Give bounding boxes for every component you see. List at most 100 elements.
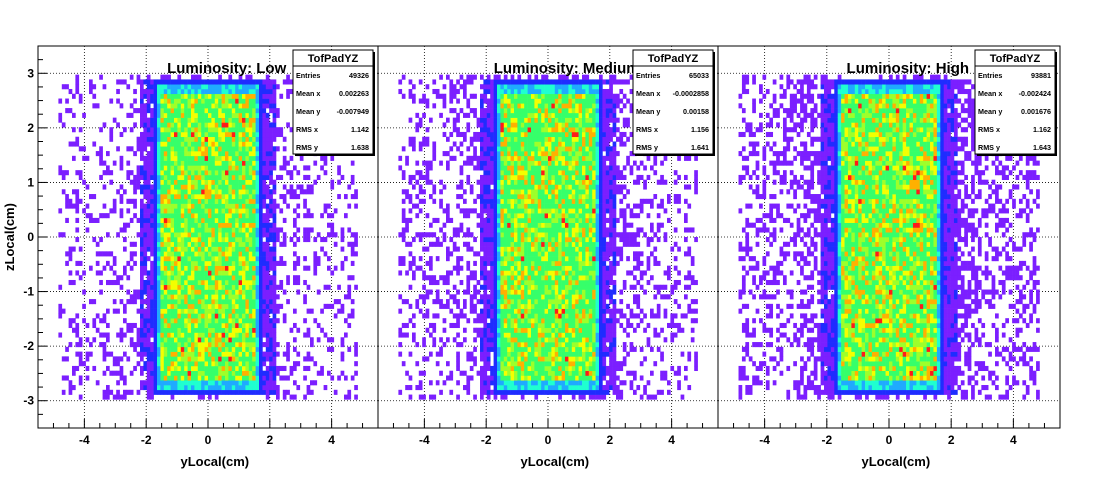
histogram-bin (276, 261, 280, 266)
histogram-bin (228, 261, 232, 266)
histogram-bin (405, 161, 409, 166)
histogram-bin (249, 242, 253, 247)
histogram-bin (174, 390, 178, 395)
histogram-bin (147, 375, 151, 380)
histogram-bin (504, 122, 508, 127)
histogram-bin (419, 266, 423, 271)
histogram-bin (514, 122, 518, 127)
histogram-bin (69, 108, 73, 113)
histogram-bin (75, 352, 79, 357)
histogram-bin (205, 361, 209, 366)
histogram-bin (310, 227, 314, 232)
histogram-bin (256, 180, 260, 185)
histogram-bin (412, 237, 416, 242)
histogram-bin (460, 227, 464, 232)
histogram-bin (480, 237, 484, 242)
histogram-bin (222, 237, 226, 242)
histogram-bin (157, 294, 161, 299)
histogram-bin (140, 294, 144, 299)
histogram-bin (524, 208, 528, 213)
histogram-bin (252, 352, 256, 357)
histogram-bin (296, 280, 300, 285)
histogram-bin (79, 199, 83, 204)
histogram-bin (218, 323, 222, 328)
histogram-bin (174, 161, 178, 166)
histogram-bin (113, 256, 117, 261)
histogram-bin (174, 285, 178, 290)
histogram-bin (494, 103, 498, 108)
histogram-bin (232, 99, 236, 104)
histogram-bin (415, 213, 419, 218)
histogram-bin (198, 342, 202, 347)
histogram-bin (273, 356, 277, 361)
histogram-bin (276, 237, 280, 242)
histogram-bin (494, 232, 498, 237)
histogram-bin (62, 309, 66, 314)
histogram-bin (194, 223, 198, 228)
histogram-bin (181, 199, 185, 204)
histogram-bin (426, 180, 430, 185)
histogram-bin (500, 352, 504, 357)
histogram-bin (446, 304, 450, 309)
histogram-bin (497, 285, 501, 290)
histogram-bin (228, 218, 232, 223)
histogram-bin (225, 94, 229, 99)
histogram-bin (307, 352, 311, 357)
histogram-bin (490, 333, 494, 338)
histogram-bin (259, 270, 263, 275)
histogram-bin (228, 194, 232, 199)
histogram-bin (273, 189, 277, 194)
histogram-bin (524, 170, 528, 175)
histogram-bin (507, 318, 511, 323)
histogram-bin (225, 352, 229, 357)
histogram-bin (239, 309, 243, 314)
histogram-bin (177, 84, 181, 89)
histogram-bin (150, 352, 154, 357)
histogram-bin (490, 208, 494, 213)
histogram-bin (504, 199, 508, 204)
histogram-bin (218, 247, 222, 252)
histogram-bin (232, 108, 236, 113)
histogram-bin (252, 180, 256, 185)
histogram-bin (245, 180, 249, 185)
histogram-bin (507, 304, 511, 309)
histogram-bin (521, 299, 525, 304)
histogram-bin (208, 142, 212, 147)
stats-row-label: RMS x (296, 125, 318, 134)
histogram-bin (307, 232, 311, 237)
histogram-bin (147, 156, 151, 161)
histogram-bin (184, 247, 188, 252)
histogram-bin (324, 156, 328, 161)
histogram-bin (524, 113, 528, 118)
histogram-bin (273, 290, 277, 295)
histogram-bin (252, 94, 256, 99)
histogram-bin (239, 180, 243, 185)
histogram-bin (300, 184, 304, 189)
histogram-bin (524, 342, 528, 347)
histogram-bin (194, 251, 198, 256)
histogram-bin (290, 189, 294, 194)
histogram-bin (402, 261, 406, 266)
histogram-bin (473, 75, 477, 80)
histogram-bin (296, 275, 300, 280)
histogram-bin (157, 223, 161, 228)
histogram-bin (239, 208, 243, 213)
histogram-bin (120, 333, 124, 338)
histogram-bin (160, 84, 164, 89)
histogram-bin (208, 99, 212, 104)
histogram-bin (65, 261, 69, 266)
histogram-bin (194, 189, 198, 194)
histogram-bin (317, 261, 321, 266)
histogram-bin (259, 333, 263, 338)
histogram-bin (453, 127, 457, 132)
histogram-bin (218, 366, 222, 371)
histogram-bin (293, 251, 297, 256)
histogram-bin (157, 108, 161, 113)
histogram-bin (137, 170, 141, 175)
histogram-bin (177, 165, 181, 170)
histogram-bin (405, 333, 409, 338)
histogram-bin (514, 290, 518, 295)
histogram-bin (487, 161, 491, 166)
histogram-bin (201, 146, 205, 151)
histogram-bin (167, 356, 171, 361)
